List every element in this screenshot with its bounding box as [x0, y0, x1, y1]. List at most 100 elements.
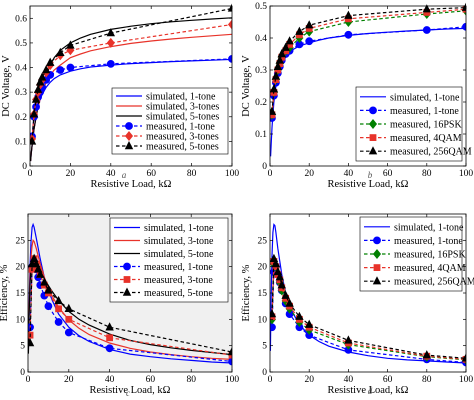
legend-label-2: simulated, 5-tones	[146, 112, 219, 123]
x-axis-label: Resistive Load, kΩ	[327, 179, 408, 190]
data-point-4-3	[273, 61, 283, 71]
x-tick-label: 60	[146, 169, 156, 179]
chart-panel-a: 0 20 40 60 80 100 0 0.1 0.2 0.3 0.4 0.5 0.6 Resistive…	[1, 3, 239, 190]
data-layer	[28, 222, 232, 366]
legend-label-2: simulated, 5-tone	[144, 249, 214, 260]
data-point-5-3	[33, 84, 43, 93]
x-tick-label: 20	[64, 375, 74, 385]
x-tick-label: 0	[26, 375, 31, 385]
data-point-4-8	[295, 26, 304, 35]
data-point-4-2	[271, 71, 281, 80]
data-point-4-4	[275, 272, 285, 281]
data-point-5-6	[40, 277, 49, 286]
legend-marker-3	[369, 134, 377, 141]
data-point-5-8	[54, 295, 63, 305]
legend-label-2: measured, 16PSK	[394, 250, 466, 261]
data-point-5-8	[56, 47, 65, 56]
legend-label-3: measured, 4QAM	[390, 133, 462, 144]
axes-frame	[269, 5, 467, 167]
data-point-1-12	[462, 22, 466, 31]
data-point-4-9	[65, 315, 73, 323]
data-point-4-11	[422, 350, 432, 359]
x-tick-label: 20	[304, 169, 314, 179]
legend-label-1: simulated, 3-tones	[146, 102, 219, 113]
data-point-4-5	[277, 49, 286, 58]
data-point-4-9	[304, 319, 314, 328]
x-tick-label: 60	[146, 375, 156, 385]
y-tick-label: 0	[20, 368, 25, 378]
data-point-4-10	[344, 335, 353, 344]
data-point-4-8	[55, 305, 62, 313]
legend-marker-2	[368, 119, 378, 129]
y-tick-label: 0.3	[15, 88, 27, 98]
y-tick-label: 15	[258, 289, 268, 299]
x-axis-label: Resistive Load, kΩ	[90, 179, 171, 190]
chart-panel-d: 0 20 40 60 80 100 0 5 10 15 20 25 Resistive Load, kΩ…	[241, 213, 474, 396]
data-point-5-7	[45, 57, 55, 66]
data-point-4-9	[304, 20, 314, 29]
x-tick-label: 20	[66, 169, 76, 179]
y-tick-label: 0.3	[255, 66, 267, 76]
data-point-4-8	[295, 311, 304, 320]
x-tick-label: 80	[422, 169, 432, 179]
data-point-3-11	[228, 357, 232, 366]
x-tick-label: 80	[422, 375, 432, 385]
y-tick-label: 0	[262, 162, 267, 172]
data-layer	[270, 2, 466, 157]
x-tick-label: 60	[383, 375, 393, 385]
data-point-5-5	[37, 72, 47, 81]
y-tick-label: 15	[16, 289, 26, 299]
data-point-5-6	[41, 65, 51, 74]
legend-label-1: simulated, 3-tone	[144, 236, 214, 247]
data-point-5-1	[30, 109, 39, 118]
data-point-4-6	[281, 290, 290, 299]
data-point-1-11	[422, 26, 431, 34]
data-point-4-6	[281, 42, 290, 51]
x-tick-label: 80	[186, 375, 196, 385]
y-tick-label: 0.4	[15, 64, 27, 74]
legend-marker-1	[373, 236, 381, 245]
legend-label-0: simulated, 1-tone	[146, 92, 216, 103]
data-point-4-2	[271, 259, 281, 268]
data-point-5-4	[35, 77, 45, 86]
legend-label-5: measured, 5-tone	[144, 288, 213, 299]
legend-marker-3	[123, 262, 131, 271]
legend-label-3: measured, 4QAM	[394, 263, 466, 274]
y-tick-label: 0.5	[15, 39, 27, 49]
x-tick-label: 100	[225, 375, 240, 385]
y-tick-label: 0	[22, 162, 27, 172]
y-tick-label: 5	[20, 342, 25, 352]
legend-marker-5	[122, 287, 132, 296]
data-point-4-4	[275, 55, 285, 64]
legend-marker-3	[125, 122, 133, 130]
data-point-4-10	[344, 10, 353, 19]
y-tick-label: 0.1	[255, 130, 267, 140]
y-tick-label: 0.2	[15, 113, 27, 123]
data-point-3-2	[32, 103, 40, 111]
y-tick-label: 20	[258, 263, 268, 273]
legend-label-0: simulated, 1-tone	[144, 223, 214, 234]
legend-label-4: measured, 256QAM	[394, 277, 474, 288]
data-point-5-5	[36, 269, 45, 278]
data-point-3-8	[56, 66, 65, 74]
x-tick-label: 0	[268, 169, 273, 179]
legend-label-2: measured, 16PSK	[390, 120, 462, 131]
legend-marker-4	[123, 276, 131, 283]
data-point-3-8	[54, 318, 63, 326]
y-axis-label: Efficiency, %	[0, 264, 10, 321]
y-axis-label: Efficiency, %	[241, 264, 252, 321]
data-point-5-11	[227, 3, 232, 12]
legend-marker-3	[373, 264, 381, 271]
data-layer	[30, 3, 232, 162]
x-tick-label: 0	[268, 375, 273, 385]
legend-label-1: measured, 1-tone	[390, 106, 459, 117]
data-point-3-10	[105, 344, 114, 353]
legend-marker-4	[372, 276, 382, 285]
y-tick-label: 5	[262, 342, 267, 352]
y-tick-label: 0.4	[255, 34, 267, 44]
x-tick-label: 40	[105, 375, 115, 385]
axes-frame	[29, 5, 233, 167]
data-point-3-10	[106, 59, 115, 68]
